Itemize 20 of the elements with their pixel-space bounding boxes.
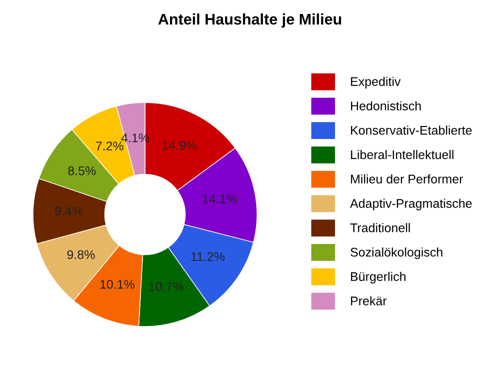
data-label: 9.8% — [67, 250, 95, 260]
legend-label: Traditionell — [350, 223, 410, 232]
data-label: 14.9% — [162, 141, 197, 150]
data-label: 7.2% — [96, 142, 124, 150]
legend-label: Hedonistisch — [351, 101, 421, 110]
legend-label: Prekär — [351, 296, 387, 306]
data-label: 14.1% — [203, 194, 238, 204]
legend-label: Bürgerlich — [351, 272, 406, 284]
data-label: 11.2% — [191, 252, 225, 261]
legend-label: Konservativ-Etablierte — [351, 126, 472, 135]
data-label: 10.7% — [149, 282, 184, 292]
legend-label: Milieu der Performer — [351, 174, 464, 184]
legend-label: Liberal-Intellektuell — [351, 150, 454, 160]
legend-label: Expeditiv — [351, 76, 401, 88]
legend-label: Adaptiv-Pragmatische — [350, 198, 472, 210]
data-label: 8.5% — [68, 166, 96, 176]
data-label: 10.1% — [100, 280, 134, 289]
chart-title: Anteil Haushalte je Milieu — [158, 13, 342, 28]
data-label: 9.4% — [55, 206, 83, 216]
legend-label: Sozialökologisch — [350, 247, 442, 260]
